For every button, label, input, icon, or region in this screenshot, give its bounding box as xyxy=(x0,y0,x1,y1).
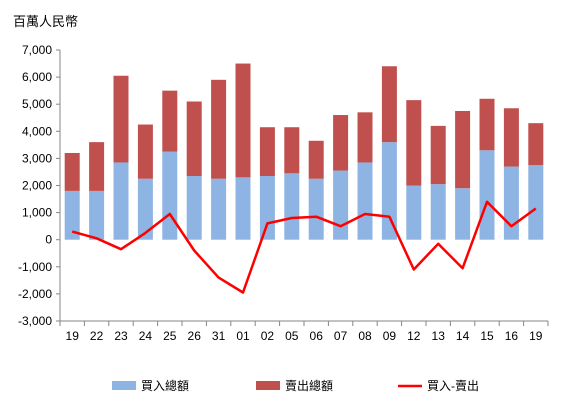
bar-sell-16 xyxy=(455,111,470,188)
x-tick-label-6: 31 xyxy=(212,329,226,343)
bar-buy-8 xyxy=(260,176,275,240)
x-tick-label-15: 13 xyxy=(432,329,446,343)
bar-sell-18 xyxy=(504,108,519,166)
bar-sell-19 xyxy=(528,123,543,165)
x-tick-label-13: 09 xyxy=(383,329,397,343)
x-tick-label-9: 05 xyxy=(285,329,299,343)
bar-sell-10 xyxy=(309,141,324,179)
bar-buy-16 xyxy=(455,188,470,239)
bar-buy-6 xyxy=(211,179,226,240)
x-tick-label-12: 08 xyxy=(358,329,372,343)
y-tick-label-7: 4,000 xyxy=(22,124,52,138)
bar-sell-4 xyxy=(162,91,177,152)
x-tick-label-19: 19 xyxy=(529,329,543,343)
bar-buy-1 xyxy=(89,191,104,240)
x-tick-label-3: 24 xyxy=(139,329,153,343)
bar-sell-1 xyxy=(89,142,104,191)
x-tick-label-5: 26 xyxy=(188,329,202,343)
x-tick-label-4: 25 xyxy=(163,329,177,343)
bar-buy-18 xyxy=(504,167,519,240)
y-tick-label-2: -1,000 xyxy=(18,260,52,274)
legend-label-buy: 買入總額 xyxy=(141,378,189,393)
x-tick-label-1: 22 xyxy=(90,329,104,343)
x-tick-label-11: 07 xyxy=(334,329,348,343)
bar-sell-12 xyxy=(358,112,373,162)
x-tick-label-10: 06 xyxy=(310,329,324,343)
bar-sell-14 xyxy=(406,100,421,185)
bar-sell-13 xyxy=(382,66,397,142)
bar-buy-14 xyxy=(406,186,421,240)
bar-sell-9 xyxy=(284,127,299,173)
x-tick-label-18: 16 xyxy=(505,329,519,343)
y-tick-label-8: 5,000 xyxy=(22,97,52,111)
bar-buy-2 xyxy=(114,162,129,239)
bar-buy-9 xyxy=(284,173,299,239)
bar-buy-19 xyxy=(528,165,543,240)
bar-sell-15 xyxy=(431,126,446,184)
y-tick-label-4: 1,000 xyxy=(22,206,52,220)
bar-sell-11 xyxy=(333,115,348,171)
bar-buy-15 xyxy=(431,184,446,240)
y-tick-label-5: 2,000 xyxy=(22,179,52,193)
legend-label-net: 買入-賣出 xyxy=(427,378,479,393)
y-tick-label-0: -3,000 xyxy=(18,314,52,328)
bar-sell-2 xyxy=(114,76,129,163)
y-tick-label-6: 3,000 xyxy=(22,151,52,165)
x-tick-label-0: 19 xyxy=(66,329,80,343)
bar-sell-3 xyxy=(138,125,153,179)
y-tick-label-10: 7,000 xyxy=(22,43,52,57)
bar-sell-8 xyxy=(260,127,275,176)
bar-sell-6 xyxy=(211,80,226,179)
legend-swatch-buy xyxy=(112,381,136,390)
x-tick-label-7: 01 xyxy=(236,329,250,343)
y-unit-label: 百萬人民幣 xyxy=(13,11,78,30)
bar-buy-11 xyxy=(333,171,348,240)
x-tick-label-8: 02 xyxy=(261,329,275,343)
y-tick-label-3: 0 xyxy=(45,233,52,247)
bar-sell-0 xyxy=(65,153,80,191)
legend-swatch-sell xyxy=(256,381,280,390)
bar-buy-17 xyxy=(480,150,495,239)
bar-buy-12 xyxy=(358,162,373,239)
x-tick-label-2: 23 xyxy=(114,329,128,343)
legend-label-sell: 賣出總額 xyxy=(285,378,333,393)
y-tick-label-9: 6,000 xyxy=(22,70,52,84)
x-tick-label-17: 15 xyxy=(480,329,494,343)
bar-buy-13 xyxy=(382,142,397,240)
x-tick-label-14: 12 xyxy=(407,329,421,343)
bar-buy-10 xyxy=(309,179,324,240)
bar-buy-3 xyxy=(138,179,153,240)
bar-sell-17 xyxy=(480,99,495,150)
bar-sell-7 xyxy=(236,64,251,178)
y-tick-label-1: -2,000 xyxy=(18,287,52,301)
x-tick-label-16: 14 xyxy=(456,329,470,343)
bar-buy-5 xyxy=(187,176,202,240)
bar-buy-7 xyxy=(236,177,251,239)
bar-sell-5 xyxy=(187,101,202,176)
bar-buy-4 xyxy=(162,152,177,240)
